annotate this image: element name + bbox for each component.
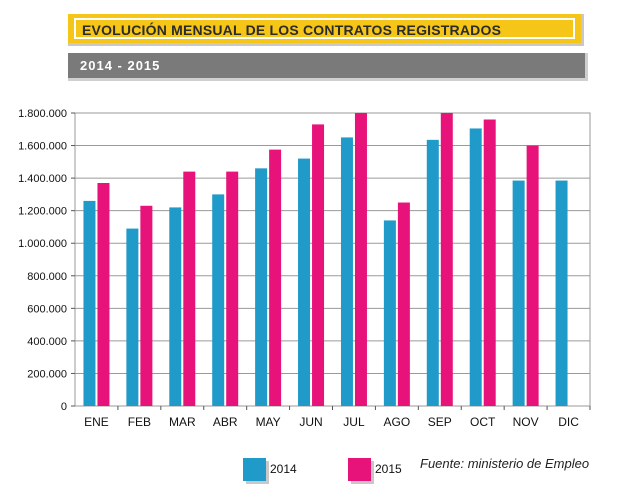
legend-swatch-2014: [243, 458, 266, 481]
x-tick-label: ENE: [84, 415, 109, 429]
x-tick-label: SEP: [428, 415, 452, 429]
x-tick-label: FEB: [128, 415, 151, 429]
legend-label: 2014: [270, 462, 297, 476]
bar-2015-jul: [354, 113, 367, 406]
y-tick-label: 1.200.000: [18, 206, 67, 218]
x-tick-label: MAY: [256, 415, 281, 429]
title-banner: EVOLUCIÓN MENSUAL DE LOS CONTRATOS REGIS…: [68, 14, 584, 46]
x-tick-label: AGO: [384, 415, 411, 429]
x-tick-label: JUN: [299, 415, 322, 429]
y-tick-label: 1.600.000: [18, 141, 67, 153]
bar-2015-nov: [526, 145, 539, 407]
legend-label: 2015: [375, 462, 402, 476]
bar-2014-jun: [298, 158, 311, 406]
bar-2014-jul: [340, 137, 353, 406]
legend-swatch-2015: [348, 458, 371, 481]
y-tick-label: 600.000: [27, 303, 67, 315]
bar-2014-feb: [126, 228, 139, 406]
y-tick-label: 0: [61, 401, 67, 413]
x-tick-label: DIC: [558, 415, 579, 429]
y-tick-label: 1.400.000: [18, 173, 67, 185]
bar-2015-feb: [140, 205, 153, 406]
subtitle-banner: 2014 - 2015: [68, 53, 588, 81]
x-tick-label: NOV: [513, 415, 539, 429]
bar-2014-dic: [555, 180, 568, 406]
bar-2015-sep: [440, 113, 453, 406]
x-tick-label: MAR: [169, 415, 196, 429]
bar-2015-abr: [226, 171, 239, 406]
y-tick-label: 200.000: [27, 368, 67, 380]
bar-2014-abr: [212, 194, 225, 406]
bar-2014-ago: [383, 220, 396, 406]
y-tick-label: 1.800.000: [18, 108, 67, 120]
bar-2014-nov: [512, 180, 525, 406]
chart-title: EVOLUCIÓN MENSUAL DE LOS CONTRATOS REGIS…: [74, 18, 575, 39]
bar-2014-ene: [83, 200, 96, 406]
bar-2015-ene: [97, 182, 110, 406]
bar-2014-may: [255, 168, 268, 406]
source-note: Fuente: ministerio de Empleo: [420, 456, 590, 471]
bar-2015-jun: [312, 124, 325, 407]
x-tick-label: OCT: [470, 415, 496, 429]
bar-2014-mar: [169, 207, 182, 406]
bar-2015-mar: [183, 171, 196, 406]
bar-2015-may: [269, 149, 282, 406]
x-tick-label: JUL: [343, 415, 365, 429]
y-tick-label: 400.000: [27, 336, 67, 348]
plot-area: [74, 112, 591, 407]
y-tick-label: 800.000: [27, 271, 67, 283]
bar-2015-ago: [397, 202, 410, 406]
y-tick-label: 1.000.000: [18, 238, 67, 250]
bar-2014-sep: [426, 139, 439, 406]
x-tick-label: ABR: [213, 415, 238, 429]
bar-2015-oct: [483, 119, 496, 406]
bar-2014-oct: [469, 128, 482, 407]
chart-subtitle: 2014 - 2015: [80, 58, 161, 73]
